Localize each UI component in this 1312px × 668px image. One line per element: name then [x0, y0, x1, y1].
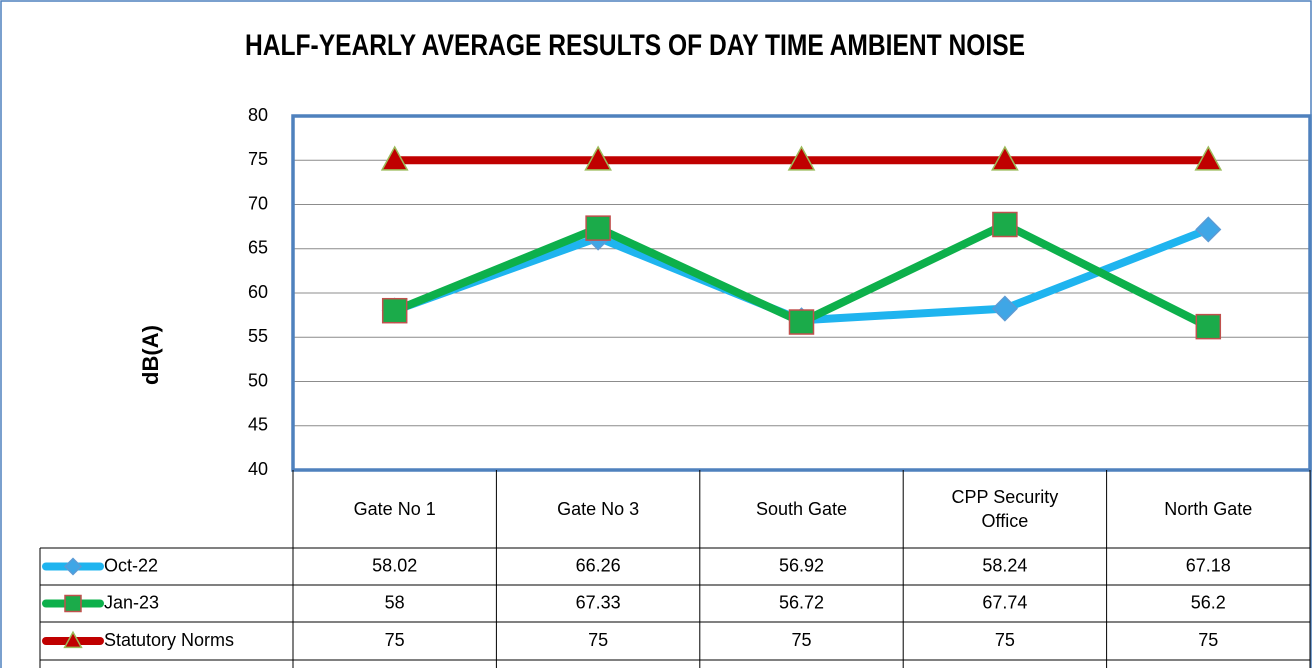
- y-tick-label: 60: [248, 282, 268, 302]
- y-tick-label: 65: [248, 238, 268, 258]
- y-tick-label: 50: [248, 370, 268, 390]
- legend-label: Jan-23: [104, 592, 159, 612]
- chart-title: HALF-YEARLY AVERAGE RESULTS OF DAY TIME …: [245, 29, 1025, 62]
- table-value: 58: [385, 592, 405, 612]
- category-text: Gate No 3: [557, 499, 640, 519]
- table-value: 58.02: [372, 555, 417, 575]
- marker: [1194, 145, 1223, 171]
- table-value: 56.2: [1191, 592, 1226, 612]
- x-tick-label: Gate No 3: [496, 470, 699, 548]
- marker: [1195, 216, 1222, 243]
- table-value: 58.24: [982, 555, 1027, 575]
- y-tick-label: 40: [248, 459, 268, 479]
- plot-border: [291, 114, 1312, 472]
- marker: [63, 557, 83, 576]
- legend-label: Statutory Norms: [104, 630, 234, 650]
- table-value: 75: [1198, 630, 1218, 650]
- table-value: 75: [791, 630, 811, 650]
- y-tick-label: 75: [248, 149, 268, 169]
- marker: [584, 145, 612, 171]
- marker: [788, 309, 815, 335]
- legend-label: Oct-22: [104, 555, 158, 575]
- table-value: 67.74: [982, 592, 1027, 612]
- marker: [1195, 313, 1222, 340]
- marker: [63, 630, 83, 649]
- y-tick-label: 55: [248, 326, 268, 346]
- marker: [381, 297, 408, 324]
- category-text: Gate No 1: [353, 499, 436, 519]
- series-line: [393, 225, 1210, 325]
- x-tick-label: North Gate: [1107, 470, 1310, 548]
- category-text: North Gate: [1164, 499, 1253, 519]
- y-tick-label: 70: [248, 193, 268, 213]
- marker: [585, 215, 611, 241]
- marker: [64, 594, 82, 613]
- marker: [380, 145, 409, 171]
- category-text: CPP Security Office: [951, 487, 1059, 531]
- table-value: 67.18: [1186, 555, 1231, 575]
- marker: [787, 145, 816, 171]
- x-tick-label: South Gate: [700, 470, 903, 548]
- table-value: 75: [385, 630, 405, 650]
- table-value: 75: [995, 630, 1015, 650]
- table-value: 67.33: [576, 592, 621, 612]
- x-tick-label: Gate No 1: [293, 470, 496, 548]
- x-tick-label: CPP Security Office: [903, 470, 1106, 548]
- table-value: 56.92: [779, 555, 824, 575]
- marker: [991, 145, 1019, 171]
- y-tick-label: 80: [248, 105, 268, 125]
- marker: [992, 211, 1018, 238]
- marker: [991, 295, 1018, 322]
- y-tick-label: 45: [248, 415, 268, 435]
- y-axis-label: dB(A): [138, 325, 163, 385]
- table-value: 66.26: [576, 555, 621, 575]
- category-text: South Gate: [755, 499, 848, 519]
- table-value: 56.72: [779, 592, 824, 612]
- table-value: 75: [588, 630, 608, 650]
